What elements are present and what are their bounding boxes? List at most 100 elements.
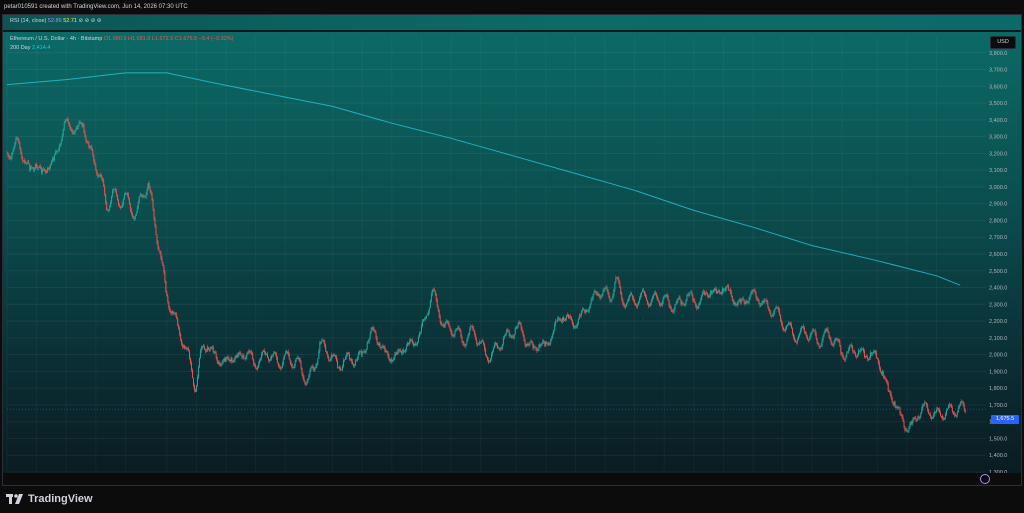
candle-down bbox=[807, 339, 809, 341]
candle-down bbox=[452, 335, 454, 337]
candle-down bbox=[902, 416, 904, 422]
candle-down bbox=[95, 164, 97, 171]
candle-down bbox=[229, 360, 231, 362]
candle-up bbox=[909, 424, 911, 428]
candle-down bbox=[379, 343, 381, 347]
candle-down bbox=[929, 413, 931, 415]
candle-up bbox=[934, 411, 936, 415]
candle-up bbox=[430, 293, 432, 302]
candle-down bbox=[169, 307, 171, 312]
candle-down bbox=[828, 332, 830, 337]
candle-up bbox=[676, 300, 678, 304]
candle-up bbox=[422, 319, 424, 322]
rsi-settings-icons[interactable]: ⊘ ⊘ ⊘ ⊘ bbox=[78, 18, 102, 24]
candle-up bbox=[725, 286, 727, 289]
candle-down bbox=[459, 328, 461, 332]
candle-up bbox=[924, 402, 926, 405]
candle-up bbox=[745, 301, 747, 304]
candle-down bbox=[621, 293, 623, 299]
candle-down bbox=[793, 337, 795, 341]
candle-up bbox=[689, 292, 691, 295]
scroll-to-realtime-icon[interactable] bbox=[980, 474, 990, 484]
candle-up bbox=[653, 292, 655, 295]
candle-down bbox=[439, 316, 441, 322]
candle-up bbox=[688, 294, 690, 296]
candle-down bbox=[635, 303, 637, 306]
candle-up bbox=[480, 341, 482, 343]
candle-up bbox=[665, 294, 667, 296]
candle-up bbox=[736, 303, 738, 306]
candle-up bbox=[362, 351, 364, 353]
candle-down bbox=[742, 298, 744, 301]
candle-down bbox=[19, 142, 21, 148]
candle-up bbox=[111, 195, 113, 203]
candle-up bbox=[247, 351, 249, 355]
candle-up bbox=[701, 295, 703, 300]
candle-down bbox=[838, 339, 840, 342]
candle-down bbox=[182, 344, 184, 347]
candle-up bbox=[273, 352, 275, 354]
price-pane[interactable]: 1,300.01,400.01,500.01,600.01,700.01,800… bbox=[3, 32, 1021, 484]
candle-up bbox=[322, 340, 324, 341]
candle-up bbox=[320, 342, 322, 343]
candle-up bbox=[761, 302, 763, 305]
candle-up bbox=[747, 302, 749, 303]
candle-down bbox=[954, 415, 956, 417]
candle-up bbox=[98, 175, 100, 177]
y-tick-label: 3,800.0 bbox=[989, 51, 1007, 57]
candle-up bbox=[678, 297, 680, 299]
candle-up bbox=[220, 364, 222, 366]
candle-down bbox=[647, 303, 649, 306]
candle-down bbox=[351, 361, 353, 365]
candle-up bbox=[723, 290, 725, 292]
candle-down bbox=[522, 331, 524, 336]
candle-up bbox=[605, 287, 607, 289]
candle-down bbox=[208, 349, 210, 351]
candle-down bbox=[287, 351, 289, 355]
ma-label[interactable]: 200 Day bbox=[10, 45, 31, 51]
candle-down bbox=[758, 300, 760, 304]
candle-down bbox=[718, 290, 720, 293]
candle-down bbox=[363, 351, 365, 353]
candle-down bbox=[560, 319, 562, 322]
candle-up bbox=[206, 347, 208, 352]
candle-down bbox=[582, 309, 584, 311]
candle-up bbox=[907, 430, 909, 432]
y-tick-label: 2,400.0 bbox=[989, 286, 1007, 292]
candle-down bbox=[101, 175, 103, 178]
candle-up bbox=[764, 299, 766, 302]
candle-down bbox=[275, 353, 277, 358]
candle-up bbox=[493, 344, 495, 348]
candle-up bbox=[137, 201, 139, 208]
candle-down bbox=[844, 359, 846, 361]
rsi-pane[interactable]: RSI (14, close) 52.86 52.71 ⊘ ⊘ ⊘ ⊘ bbox=[3, 15, 1021, 32]
candle-up bbox=[112, 190, 114, 196]
tradingview-logo-icon bbox=[6, 494, 23, 504]
candle-up bbox=[614, 282, 616, 290]
candle-down bbox=[267, 357, 269, 361]
candle-up bbox=[490, 358, 492, 362]
candle-down bbox=[854, 351, 856, 354]
candle-up bbox=[710, 291, 712, 297]
tradingview-logo[interactable]: TradingView bbox=[6, 492, 93, 506]
candle-up bbox=[342, 366, 344, 370]
candle-up bbox=[908, 427, 910, 431]
symbol-label[interactable]: Ethereum / U.S. Dollar · 4h · Bitstamp bbox=[10, 36, 103, 42]
candle-down bbox=[777, 307, 779, 309]
candle-down bbox=[447, 321, 449, 324]
candle-down bbox=[527, 344, 529, 346]
candle-down bbox=[472, 326, 474, 329]
candle-down bbox=[301, 368, 303, 375]
candle-up bbox=[272, 353, 274, 355]
currency-button[interactable]: USD bbox=[990, 36, 1016, 49]
candle-up bbox=[537, 349, 539, 351]
candle-down bbox=[373, 328, 375, 330]
candle-down bbox=[768, 306, 770, 311]
candle-up bbox=[881, 371, 883, 374]
price-chart[interactable]: 1,300.01,400.01,500.01,600.01,700.01,800… bbox=[3, 32, 1021, 473]
candle-up bbox=[366, 343, 368, 350]
candle-up bbox=[457, 327, 459, 329]
candle-down bbox=[170, 311, 172, 314]
candle-down bbox=[781, 320, 783, 325]
candle-down bbox=[763, 300, 765, 302]
